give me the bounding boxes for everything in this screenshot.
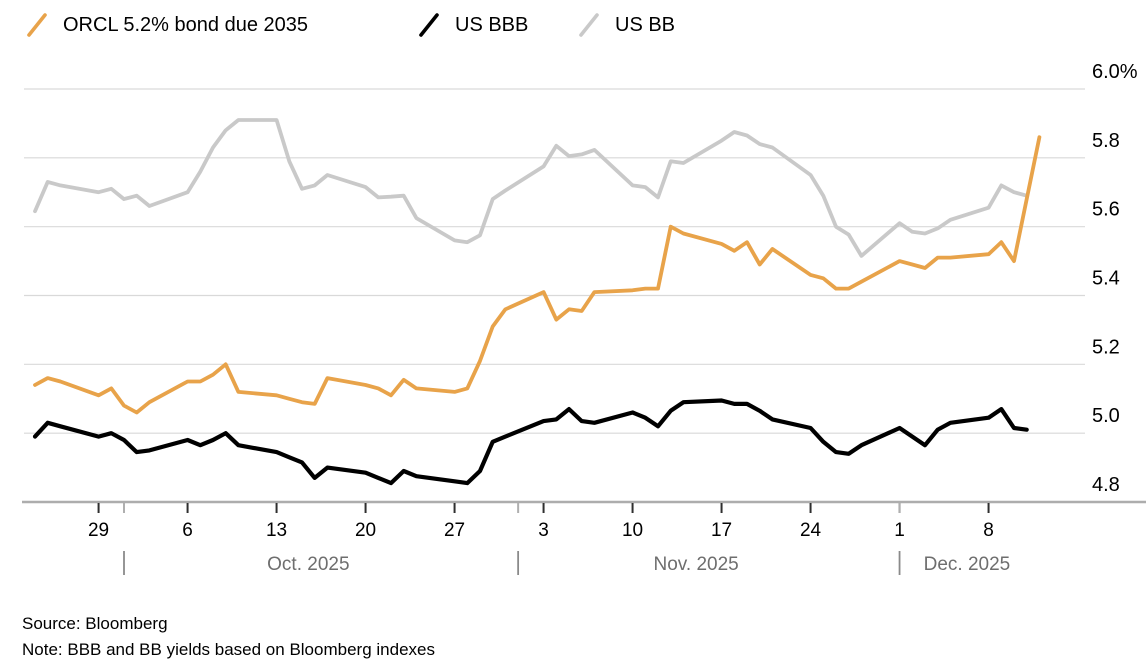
bbb-slash-icon — [419, 13, 439, 37]
series-line-us-bbb — [32, 398, 1029, 486]
month-label: Nov. 2025 — [654, 554, 739, 575]
source-line: Source: Bloomberg — [22, 614, 168, 633]
x-axis-day-label: 29 — [88, 520, 109, 541]
orcl-slash-icon — [27, 13, 47, 37]
x-axis-day-label: 6 — [182, 520, 193, 541]
y-axis-label: 4.8 — [1092, 474, 1120, 496]
bb-line-swatch-icon — [579, 13, 599, 37]
series-line-us-bb — [33, 118, 1029, 258]
bb-slash-icon — [579, 13, 599, 37]
legend-label-us-bbb: US BBB — [455, 13, 529, 36]
legend-item-us-bbb: US BBB — [417, 10, 528, 40]
legend-label-us-bb: US BB — [615, 13, 676, 36]
series-line-orcl-5-2-bond-due-2035 — [33, 135, 1042, 415]
y-axis-label: 5.8 — [1092, 130, 1120, 152]
source-note-block: Source: Bloomberg Note: BBB and BB yield… — [22, 611, 435, 663]
y-axis-label: 5.4 — [1092, 268, 1120, 290]
bbb-line-swatch-icon — [419, 13, 439, 37]
note-line: Note: BBB and BB yields based on Bloombe… — [22, 640, 435, 659]
x-axis-day-label: 10 — [622, 520, 643, 541]
month-label: Oct. 2025 — [267, 554, 349, 575]
x-axis-day-label: 24 — [800, 520, 822, 541]
y-axis-label: 6.0% — [1092, 61, 1138, 83]
x-axis-day-label: 17 — [711, 520, 732, 541]
x-axis-day-label: 3 — [538, 520, 549, 541]
y-axis-label: 5.2 — [1092, 336, 1120, 358]
x-axis-day-label: 20 — [355, 520, 376, 541]
x-axis-day-label: 1 — [894, 520, 905, 541]
month-label: Dec. 2025 — [924, 554, 1011, 575]
orcl-line-swatch-icon — [27, 13, 47, 37]
y-axis-label: 5.6 — [1092, 199, 1120, 221]
x-axis-day-label: 27 — [444, 520, 465, 541]
legend-item-orcl-bond: ORCL 5.2% bond due 2035 — [25, 10, 308, 40]
x-axis-day-label: 13 — [266, 520, 287, 541]
legend-label-orcl: ORCL 5.2% bond due 2035 — [63, 13, 308, 36]
y-axis-label: 5.0 — [1092, 405, 1120, 427]
legend-item-us-bb: US BB — [577, 10, 675, 40]
x-axis-day-label: 8 — [983, 520, 994, 541]
